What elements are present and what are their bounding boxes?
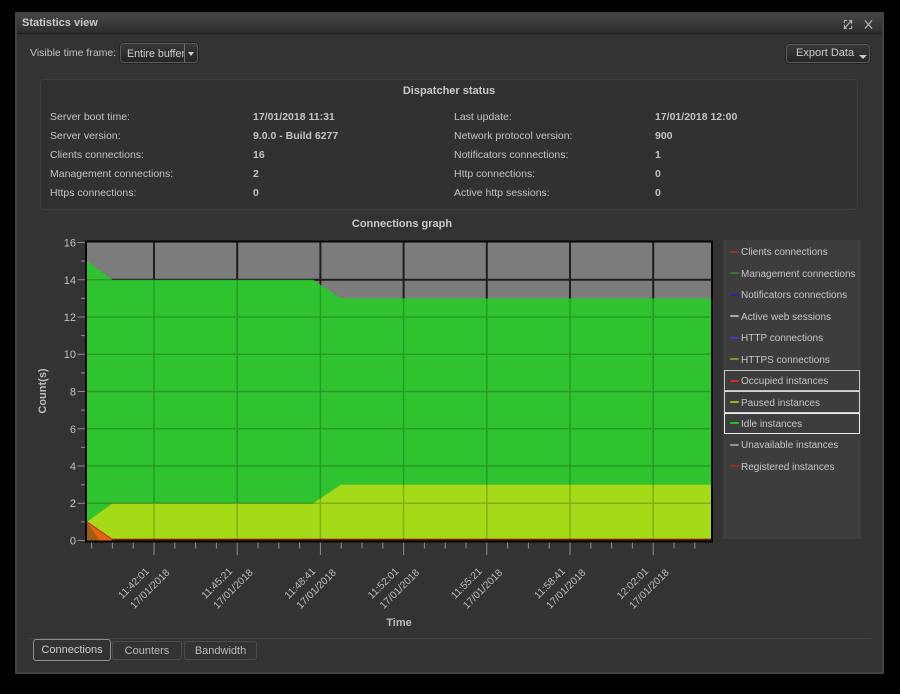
- svg-text:12: 12: [64, 312, 76, 324]
- svg-text:4: 4: [70, 461, 76, 473]
- svg-text:16: 16: [64, 238, 76, 250]
- svg-text:0: 0: [70, 536, 76, 548]
- svg-text:14: 14: [64, 275, 76, 287]
- svg-text:2: 2: [70, 498, 76, 510]
- svg-text:10: 10: [64, 349, 76, 361]
- svg-text:8: 8: [70, 387, 76, 399]
- svg-text:6: 6: [70, 424, 76, 436]
- svg-text:Count(s): Count(s): [37, 368, 49, 414]
- svg-text:Time: Time: [386, 617, 411, 629]
